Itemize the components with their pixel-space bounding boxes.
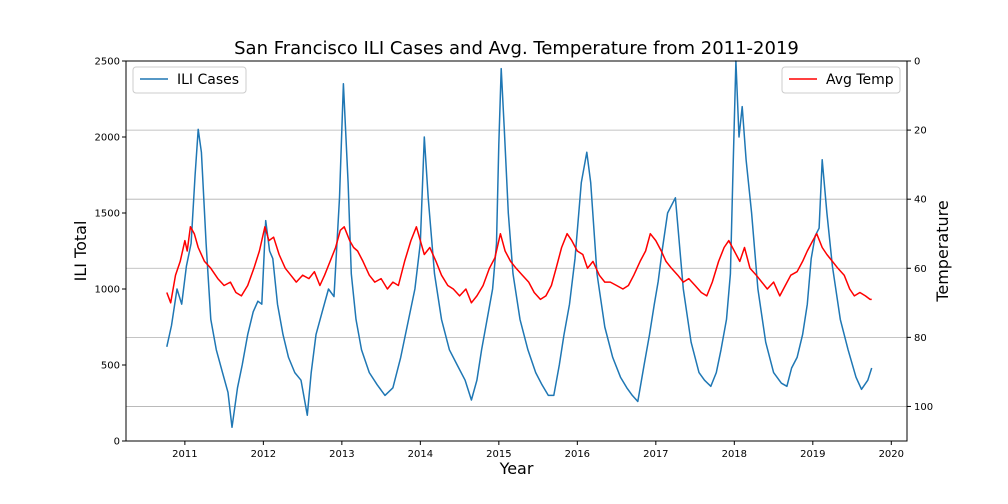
y-right-tick-label: 60 xyxy=(914,264,927,275)
avg-temp-line xyxy=(166,226,872,304)
y-right-tick-label: 20 xyxy=(914,126,927,137)
y-axis-title-right: Temperature xyxy=(933,200,952,302)
legend-temp-label: Avg Temp xyxy=(826,72,894,88)
y-left-tick-label: 2000 xyxy=(95,133,120,144)
x-tick-label: 2017 xyxy=(643,449,668,460)
y-right-tick-label: 100 xyxy=(914,402,933,413)
y-left-tick-label: 500 xyxy=(101,361,120,372)
x-tick-label: 2016 xyxy=(565,449,590,460)
x-tick-label: 2019 xyxy=(800,449,825,460)
series-layer xyxy=(166,60,873,429)
y-right-tick-label: 0 xyxy=(914,57,920,68)
y-left-tick-label: 1500 xyxy=(95,209,120,220)
x-tick-label: 2012 xyxy=(251,449,276,460)
y-left-tick-label: 1000 xyxy=(95,285,120,296)
legend-ili-label: ILI Cases xyxy=(177,72,239,88)
x-tick-label: 2018 xyxy=(722,449,747,460)
y-right-tick-label: 40 xyxy=(914,195,927,206)
x-tick-label: 2014 xyxy=(408,449,433,460)
y-axis-title-left: ILI Total xyxy=(71,221,90,282)
legend-temp-box xyxy=(781,66,901,94)
y-axis-right: 0 20 40 60 80 100 xyxy=(907,57,933,413)
x-tick-label: 2020 xyxy=(879,449,904,460)
x-tick-label: 2013 xyxy=(329,449,354,460)
chart-title: San Francisco ILI Cases and Avg. Tempera… xyxy=(234,38,799,59)
plot-frame xyxy=(125,60,908,442)
legend-temp: Avg Temp xyxy=(781,66,901,94)
legend-ili: ILI Cases xyxy=(132,66,247,94)
x-tick-label: 2015 xyxy=(486,449,511,460)
y-axis-left: 0 500 1000 1500 2000 2500 xyxy=(95,57,126,448)
x-axis-title: Year xyxy=(499,459,534,478)
y-right-tick-label: 80 xyxy=(914,333,927,344)
y-left-tick-label: 2500 xyxy=(95,57,120,68)
x-axis: 2011 2012 2013 2014 2015 2016 2017 2018 2019 2020 xyxy=(172,441,904,460)
y-left-tick-label: 0 xyxy=(114,437,120,448)
legend-ili-box xyxy=(132,66,247,94)
x-tick-label: 2011 xyxy=(172,449,197,460)
